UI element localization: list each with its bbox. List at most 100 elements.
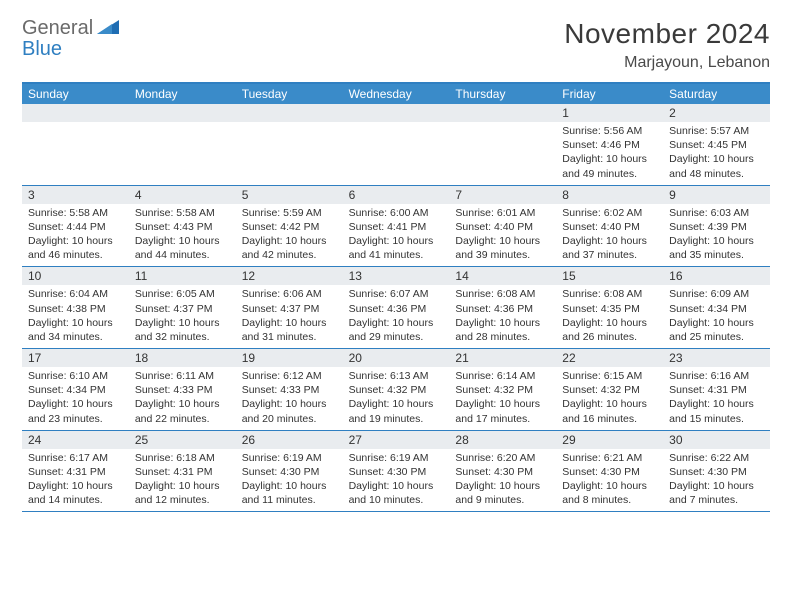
- day-number: 10: [22, 267, 129, 285]
- calendar-cell: 7Sunrise: 6:01 AMSunset: 4:40 PMDaylight…: [449, 186, 556, 267]
- sunrise-text: Sunrise: 6:10 AM: [28, 369, 123, 383]
- sunset-text: Sunset: 4:33 PM: [242, 383, 337, 397]
- sunset-text: Sunset: 4:42 PM: [242, 220, 337, 234]
- calendar-cell: 6Sunrise: 6:00 AMSunset: 4:41 PMDaylight…: [343, 186, 450, 267]
- calendar-cell: 16Sunrise: 6:09 AMSunset: 4:34 PMDayligh…: [663, 267, 770, 348]
- day-body: Sunrise: 6:18 AMSunset: 4:31 PMDaylight:…: [129, 449, 236, 512]
- sunrise-text: Sunrise: 6:09 AM: [669, 287, 764, 301]
- day-body: Sunrise: 6:07 AMSunset: 4:36 PMDaylight:…: [343, 285, 450, 348]
- day-number: 21: [449, 349, 556, 367]
- daylight-text: Daylight: 10 hours and 39 minutes.: [455, 234, 550, 262]
- sunrise-text: Sunrise: 5:56 AM: [562, 124, 657, 138]
- calendar-cell: 22Sunrise: 6:15 AMSunset: 4:32 PMDayligh…: [556, 349, 663, 430]
- sunrise-text: Sunrise: 6:17 AM: [28, 451, 123, 465]
- sunrise-text: Sunrise: 6:21 AM: [562, 451, 657, 465]
- sunrise-text: Sunrise: 6:01 AM: [455, 206, 550, 220]
- calendar-cell: 27Sunrise: 6:19 AMSunset: 4:30 PMDayligh…: [343, 431, 450, 512]
- calendar-cell: 8Sunrise: 6:02 AMSunset: 4:40 PMDaylight…: [556, 186, 663, 267]
- calendar-cell: 11Sunrise: 6:05 AMSunset: 4:37 PMDayligh…: [129, 267, 236, 348]
- sunset-text: Sunset: 4:40 PM: [455, 220, 550, 234]
- day-body: Sunrise: 5:56 AMSunset: 4:46 PMDaylight:…: [556, 122, 663, 185]
- daylight-text: Daylight: 10 hours and 17 minutes.: [455, 397, 550, 425]
- day-body: Sunrise: 6:02 AMSunset: 4:40 PMDaylight:…: [556, 204, 663, 267]
- sunrise-text: Sunrise: 6:12 AM: [242, 369, 337, 383]
- day-number: 6: [343, 186, 450, 204]
- sunrise-text: Sunrise: 6:08 AM: [455, 287, 550, 301]
- calendar-cell: 29Sunrise: 6:21 AMSunset: 4:30 PMDayligh…: [556, 431, 663, 512]
- sunrise-text: Sunrise: 5:59 AM: [242, 206, 337, 220]
- calendar-cell: 28Sunrise: 6:20 AMSunset: 4:30 PMDayligh…: [449, 431, 556, 512]
- day-number: 4: [129, 186, 236, 204]
- dow-tue: Tuesday: [236, 84, 343, 104]
- calendar-cell: 10Sunrise: 6:04 AMSunset: 4:38 PMDayligh…: [22, 267, 129, 348]
- sunset-text: Sunset: 4:35 PM: [562, 302, 657, 316]
- calendar-cell: 13Sunrise: 6:07 AMSunset: 4:36 PMDayligh…: [343, 267, 450, 348]
- logo: General Blue: [22, 18, 119, 60]
- sunset-text: Sunset: 4:37 PM: [242, 302, 337, 316]
- sunrise-text: Sunrise: 6:19 AM: [242, 451, 337, 465]
- sunset-text: Sunset: 4:36 PM: [455, 302, 550, 316]
- day-body: [236, 122, 343, 182]
- daylight-text: Daylight: 10 hours and 42 minutes.: [242, 234, 337, 262]
- day-number: 18: [129, 349, 236, 367]
- sunset-text: Sunset: 4:43 PM: [135, 220, 230, 234]
- sunset-text: Sunset: 4:34 PM: [28, 383, 123, 397]
- daylight-text: Daylight: 10 hours and 23 minutes.: [28, 397, 123, 425]
- sunrise-text: Sunrise: 6:00 AM: [349, 206, 444, 220]
- day-body: [449, 122, 556, 182]
- sunset-text: Sunset: 4:44 PM: [28, 220, 123, 234]
- day-number: [22, 104, 129, 122]
- sunrise-text: Sunrise: 6:14 AM: [455, 369, 550, 383]
- sunrise-text: Sunrise: 6:11 AM: [135, 369, 230, 383]
- sunset-text: Sunset: 4:45 PM: [669, 138, 764, 152]
- calendar-cell: 24Sunrise: 6:17 AMSunset: 4:31 PMDayligh…: [22, 431, 129, 512]
- dow-thu: Thursday: [449, 84, 556, 104]
- dow-row: Sunday Monday Tuesday Wednesday Thursday…: [22, 84, 770, 104]
- calendar-cell: 17Sunrise: 6:10 AMSunset: 4:34 PMDayligh…: [22, 349, 129, 430]
- sunset-text: Sunset: 4:46 PM: [562, 138, 657, 152]
- sunrise-text: Sunrise: 6:16 AM: [669, 369, 764, 383]
- day-number: 28: [449, 431, 556, 449]
- day-body: Sunrise: 5:59 AMSunset: 4:42 PMDaylight:…: [236, 204, 343, 267]
- day-body: [343, 122, 450, 182]
- day-number: [449, 104, 556, 122]
- calendar-cell: 30Sunrise: 6:22 AMSunset: 4:30 PMDayligh…: [663, 431, 770, 512]
- day-body: Sunrise: 5:58 AMSunset: 4:43 PMDaylight:…: [129, 204, 236, 267]
- daylight-text: Daylight: 10 hours and 37 minutes.: [562, 234, 657, 262]
- calendar-cell: 15Sunrise: 6:08 AMSunset: 4:35 PMDayligh…: [556, 267, 663, 348]
- calendar-week: 1Sunrise: 5:56 AMSunset: 4:46 PMDaylight…: [22, 104, 770, 186]
- daylight-text: Daylight: 10 hours and 19 minutes.: [349, 397, 444, 425]
- daylight-text: Daylight: 10 hours and 8 minutes.: [562, 479, 657, 507]
- calendar-cell: 3Sunrise: 5:58 AMSunset: 4:44 PMDaylight…: [22, 186, 129, 267]
- daylight-text: Daylight: 10 hours and 26 minutes.: [562, 316, 657, 344]
- daylight-text: Daylight: 10 hours and 22 minutes.: [135, 397, 230, 425]
- daylight-text: Daylight: 10 hours and 31 minutes.: [242, 316, 337, 344]
- daylight-text: Daylight: 10 hours and 41 minutes.: [349, 234, 444, 262]
- daylight-text: Daylight: 10 hours and 34 minutes.: [28, 316, 123, 344]
- calendar-cell: [449, 104, 556, 185]
- day-number: 19: [236, 349, 343, 367]
- calendar-cell: 23Sunrise: 6:16 AMSunset: 4:31 PMDayligh…: [663, 349, 770, 430]
- calendar-cell: 12Sunrise: 6:06 AMSunset: 4:37 PMDayligh…: [236, 267, 343, 348]
- sunset-text: Sunset: 4:32 PM: [562, 383, 657, 397]
- calendar-cell: [236, 104, 343, 185]
- calendar-cell: 26Sunrise: 6:19 AMSunset: 4:30 PMDayligh…: [236, 431, 343, 512]
- logo-triangle-icon: [97, 18, 119, 39]
- sunset-text: Sunset: 4:31 PM: [135, 465, 230, 479]
- daylight-text: Daylight: 10 hours and 7 minutes.: [669, 479, 764, 507]
- daylight-text: Daylight: 10 hours and 29 minutes.: [349, 316, 444, 344]
- calendar: Sunday Monday Tuesday Wednesday Thursday…: [22, 82, 770, 512]
- calendar-cell: 9Sunrise: 6:03 AMSunset: 4:39 PMDaylight…: [663, 186, 770, 267]
- day-body: Sunrise: 6:08 AMSunset: 4:36 PMDaylight:…: [449, 285, 556, 348]
- day-body: Sunrise: 6:20 AMSunset: 4:30 PMDaylight:…: [449, 449, 556, 512]
- dow-fri: Friday: [556, 84, 663, 104]
- day-number: [343, 104, 450, 122]
- day-number: 13: [343, 267, 450, 285]
- sunrise-text: Sunrise: 5:57 AM: [669, 124, 764, 138]
- daylight-text: Daylight: 10 hours and 49 minutes.: [562, 152, 657, 180]
- calendar-cell: [129, 104, 236, 185]
- weeks-container: 1Sunrise: 5:56 AMSunset: 4:46 PMDaylight…: [22, 104, 770, 512]
- calendar-cell: 5Sunrise: 5:59 AMSunset: 4:42 PMDaylight…: [236, 186, 343, 267]
- sunrise-text: Sunrise: 6:13 AM: [349, 369, 444, 383]
- sunrise-text: Sunrise: 6:05 AM: [135, 287, 230, 301]
